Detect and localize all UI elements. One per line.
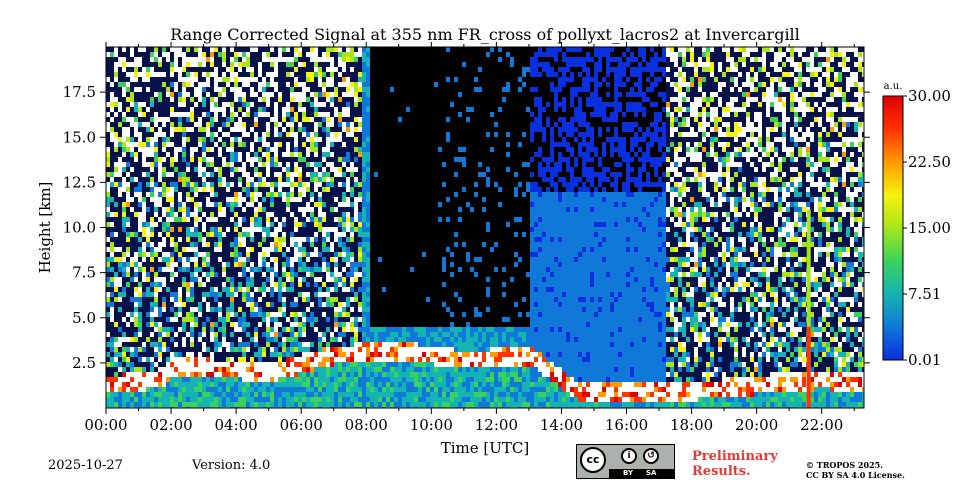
- preliminary-line-1: Preliminary: [692, 449, 778, 464]
- preliminary-line-2: Results.: [692, 464, 751, 479]
- chart-title: Range Corrected Signal at 355 nm FR_cros…: [170, 25, 800, 44]
- heatmap-cells: [106, 47, 864, 408]
- y-tick-label: 15.0: [63, 128, 96, 146]
- copyright-line-2: CC BY SA 4.0 License.: [806, 470, 905, 480]
- y-tick-label: 5.0: [72, 309, 96, 327]
- x-tick-label: 16:00: [605, 416, 648, 434]
- x-tick-label: 02:00: [149, 416, 192, 434]
- copyright-notice: © TROPOS 2025. CC BY SA 4.0 License.: [806, 460, 936, 480]
- cc-label-bar: [609, 469, 674, 478]
- cc-license-badge: cc i ↺ BY SA: [576, 444, 675, 479]
- footer-date: 2025-10-27: [48, 458, 123, 473]
- y-axis-label: Height [km]: [36, 182, 54, 274]
- cloud-column: [806, 209, 811, 408]
- x-tick-label: 10:00: [410, 416, 453, 434]
- x-tick-label: 04:00: [215, 416, 258, 434]
- footer-version: Version: 4.0: [192, 458, 271, 473]
- x-axis-label: Time [UTC]: [441, 439, 530, 457]
- y-tick-label: 12.5: [63, 173, 96, 191]
- cc-sa-label: SA: [646, 469, 657, 477]
- x-tick-label: 08:00: [345, 416, 388, 434]
- share-alike-icon: ↺: [643, 448, 659, 464]
- x-tick-label: 06:00: [280, 416, 323, 434]
- y-tick-label: 17.5: [63, 83, 96, 101]
- colorbar-unit: a.u.: [884, 81, 903, 92]
- x-tick-label: 22:00: [800, 416, 843, 434]
- person-icon: i: [621, 448, 637, 464]
- x-tick-label: 12:00: [475, 416, 518, 434]
- colorbar-tick-label: 15.00: [908, 219, 951, 237]
- y-tick-label: 7.5: [72, 264, 96, 282]
- preliminary-results-notice: Preliminary Results.: [692, 449, 802, 479]
- colorbar: [882, 95, 904, 361]
- x-tick-label: 20:00: [735, 416, 778, 434]
- y-tick-label: 2.5: [72, 354, 96, 372]
- copyright-line-1: © TROPOS 2025.: [806, 460, 883, 470]
- cloud-column-core: [806, 326, 811, 408]
- x-tick-label: 18:00: [670, 416, 713, 434]
- colorbar-tick-label: 22.50: [908, 153, 951, 171]
- y-tick-label: 10.0: [63, 219, 96, 237]
- cc-icon: cc: [580, 447, 606, 473]
- x-tick-label: 14:00: [540, 416, 583, 434]
- colorbar-tick-label: 0.01: [908, 351, 941, 369]
- cc-by-label: BY: [623, 469, 634, 477]
- x-tick-label: 00:00: [84, 416, 127, 434]
- colorbar-tick-label: 30.00: [908, 87, 951, 105]
- colorbar-tick-label: 7.51: [908, 285, 941, 303]
- heatmap-area: [106, 47, 864, 408]
